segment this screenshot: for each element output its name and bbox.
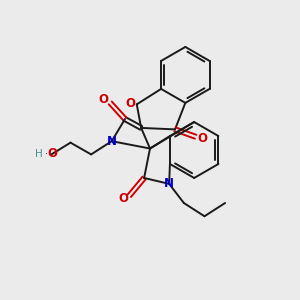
Text: ·: · <box>45 149 48 159</box>
Text: O: O <box>118 192 128 205</box>
Text: O: O <box>125 97 135 110</box>
Text: O: O <box>99 93 109 106</box>
Text: O: O <box>197 132 207 145</box>
Text: H: H <box>35 149 43 159</box>
Text: N: N <box>164 177 174 190</box>
Text: N: N <box>107 135 117 148</box>
Text: O: O <box>48 147 58 160</box>
